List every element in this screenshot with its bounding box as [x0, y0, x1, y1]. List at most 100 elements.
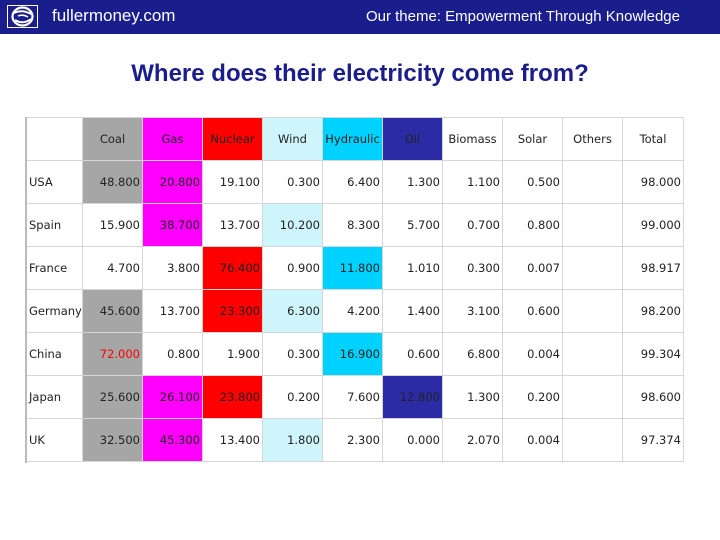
globe-logo-icon: [7, 5, 38, 28]
value-cell-oil: 0.000: [382, 418, 443, 462]
country-cell: Germany: [25, 289, 83, 333]
value-cell-nuclear: 13.400: [202, 418, 263, 462]
column-header-biomass: Biomass: [442, 117, 503, 161]
value-cell-others: [562, 418, 623, 462]
value-cell-nuclear: 23.300: [202, 289, 263, 333]
value-cell-total: 98.000: [622, 160, 684, 204]
value-cell-total: 99.304: [622, 332, 684, 376]
value-cell-coal: 15.900: [82, 203, 143, 247]
header-divider: [0, 34, 720, 36]
value-cell-solar: 0.007: [502, 246, 563, 290]
page-title: Where does their electricity come from?: [131, 60, 589, 87]
value-cell-coal: 25.600: [82, 375, 143, 419]
value-cell-wind: 0.200: [262, 375, 323, 419]
column-header-coal: Coal: [82, 117, 143, 161]
value-cell-wind: 1.800: [262, 418, 323, 462]
value-cell-coal: 4.700: [82, 246, 143, 290]
value-cell-oil: 1.300: [382, 160, 443, 204]
header-bar: fullermoney.com Our theme: Empowerment T…: [0, 0, 720, 34]
value-cell-gas: 3.800: [142, 246, 203, 290]
value-cell-total: 97.374: [622, 418, 684, 462]
data-table: Coal Gas Nuclear Wind Hydraulic Oil Biomass Sol…: [25, 117, 684, 462]
value-cell-solar: 0.500: [502, 160, 563, 204]
value-cell-gas: 26.100: [142, 375, 203, 419]
value-cell-biomass: 1.300: [442, 375, 503, 419]
table-row: Germany 45.600 13.700 23.300 6.300 4.200 1.400…: [25, 289, 684, 333]
value-cell-solar: 0.004: [502, 332, 563, 376]
value-cell-solar: 0.800: [502, 203, 563, 247]
value-cell-hydraulic: 4.200: [322, 289, 383, 333]
value-cell-total: 98.917: [622, 246, 684, 290]
value-cell-nuclear: 1.900: [202, 332, 263, 376]
value-cell-oil: 1.010: [382, 246, 443, 290]
value-cell-total: 98.600: [622, 375, 684, 419]
value-cell-nuclear: 13.700: [202, 203, 263, 247]
value-cell-gas: 38.700: [142, 203, 203, 247]
country-cell: Japan: [25, 375, 83, 419]
value-cell-hydraulic: 7.600: [322, 375, 383, 419]
value-cell-hydraulic: 11.800: [322, 246, 383, 290]
value-cell-wind: 0.900: [262, 246, 323, 290]
country-cell: UK: [25, 418, 83, 462]
value-cell-hydraulic: 6.400: [322, 160, 383, 204]
value-cell-gas: 20.800: [142, 160, 203, 204]
electricity-source-table: Coal Gas Nuclear Wind Hydraulic Oil Biomass Sol…: [25, 117, 684, 463]
column-header-oil: Oil: [382, 117, 443, 161]
table-row: France 4.700 3.800 76.400 0.900 11.800 1.010 0.…: [25, 246, 684, 290]
value-cell-biomass: 1.100: [442, 160, 503, 204]
table-row: Japan 25.600 26.100 23.800 0.200 7.600 12.800 1…: [25, 375, 684, 419]
value-cell-nuclear: 76.400: [202, 246, 263, 290]
value-cell-hydraulic: 2.300: [322, 418, 383, 462]
header-row: Coal Gas Nuclear Wind Hydraulic Oil Biomass Sol…: [25, 117, 684, 161]
value-cell-nuclear: 23.800: [202, 375, 263, 419]
country-cell: China: [25, 332, 83, 376]
column-header-total: Total: [622, 117, 684, 161]
column-header-solar: Solar: [502, 117, 563, 161]
site-name: fullermoney.com: [52, 6, 176, 25]
value-cell-coal: 48.800: [82, 160, 143, 204]
value-cell-total: 98.200: [622, 289, 684, 333]
value-cell-biomass: 0.300: [442, 246, 503, 290]
value-cell-oil: 0.600: [382, 332, 443, 376]
theme-tagline: Our theme: Empowerment Through Knowledge: [365, 8, 680, 25]
value-cell-oil: 1.400: [382, 289, 443, 333]
value-cell-others: [562, 332, 623, 376]
table-row: Spain 15.900 38.700 13.700 10.200 8.300 5.700 0…: [25, 203, 684, 247]
table-row: UK 32.500 45.300 13.400 1.800 2.300 0.000 2.070…: [25, 418, 684, 462]
value-cell-hydraulic: 8.300: [322, 203, 383, 247]
value-cell-others: [562, 289, 623, 333]
value-cell-biomass: 3.100: [442, 289, 503, 333]
value-cell-wind: 0.300: [262, 160, 323, 204]
value-cell-solar: 0.200: [502, 375, 563, 419]
header-corner: [25, 117, 83, 161]
value-cell-biomass: 0.700: [442, 203, 503, 247]
column-header-nuclear: Nuclear: [202, 117, 263, 161]
value-cell-total: 99.000: [622, 203, 684, 247]
value-cell-wind: 10.200: [262, 203, 323, 247]
value-cell-oil: 5.700: [382, 203, 443, 247]
country-cell: USA: [25, 160, 83, 204]
value-cell-coal: 32.500: [82, 418, 143, 462]
value-cell-solar: 0.600: [502, 289, 563, 333]
value-cell-biomass: 2.070: [442, 418, 503, 462]
country-cell: France: [25, 246, 83, 290]
country-cell: Spain: [25, 203, 83, 247]
table-row: USA 48.800 20.800 19.100 0.300 6.400 1.300 1.10…: [25, 160, 684, 204]
value-cell-gas: 13.700: [142, 289, 203, 333]
column-header-others: Others: [562, 117, 623, 161]
value-cell-others: [562, 160, 623, 204]
value-cell-biomass: 6.800: [442, 332, 503, 376]
value-cell-oil: 12.800: [382, 375, 443, 419]
value-cell-gas: 0.800: [142, 332, 203, 376]
value-cell-wind: 6.300: [262, 289, 323, 333]
value-cell-others: [562, 203, 623, 247]
value-cell-gas: 45.300: [142, 418, 203, 462]
value-cell-coal: 72.000: [82, 332, 143, 376]
value-cell-hydraulic: 16.900: [322, 332, 383, 376]
value-cell-nuclear: 19.100: [202, 160, 263, 204]
value-cell-solar: 0.004: [502, 418, 563, 462]
table-row: China 72.000 0.800 1.900 0.300 16.900 0.600 6.8…: [25, 332, 684, 376]
value-cell-others: [562, 375, 623, 419]
column-header-hydraulic: Hydraulic: [322, 117, 383, 161]
value-cell-coal: 45.600: [82, 289, 143, 333]
